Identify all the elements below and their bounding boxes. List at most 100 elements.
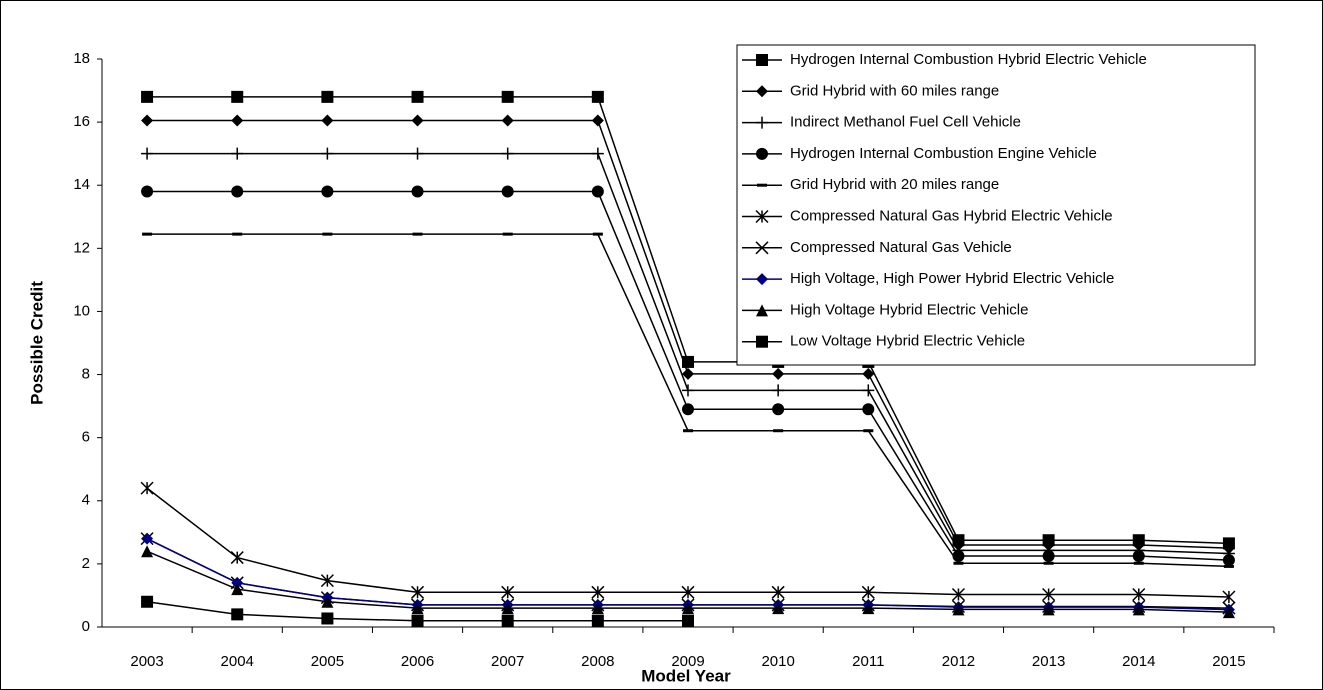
marker: [1222, 606, 1235, 619]
marker: [321, 147, 334, 160]
x-tick-label: 2007: [491, 653, 524, 670]
marker: [321, 90, 334, 103]
y-tick-label: 8: [82, 366, 90, 383]
marker: [501, 114, 514, 127]
marker: [141, 595, 154, 608]
marker: [681, 585, 695, 599]
marker: [411, 114, 424, 127]
marker: [1132, 587, 1146, 602]
x-tick-label: 2008: [581, 653, 614, 670]
marker: [141, 90, 154, 103]
marker: [231, 576, 244, 589]
y-tick-label: 14: [73, 176, 90, 193]
marker: [862, 602, 875, 615]
legend-label: Low Voltage Hybrid Electric Vehicle: [790, 333, 1025, 350]
marker: [501, 147, 514, 160]
marker: [501, 585, 515, 599]
marker: [140, 481, 154, 495]
marker: [231, 114, 244, 127]
x-tick-label: 2012: [942, 653, 975, 670]
marker: [321, 595, 334, 608]
marker: [756, 116, 768, 129]
marker: [772, 403, 785, 416]
marker: [756, 54, 768, 66]
legend-label: Grid Hybrid with 60 miles range: [790, 82, 999, 99]
legend-label: Indirect Methanol Fuel Cell Vehicle: [790, 114, 1021, 131]
marker: [411, 585, 425, 599]
marker: [755, 241, 769, 255]
legend-label: Hydrogen Internal Combustion Engine Vehi…: [790, 145, 1097, 162]
marker: [951, 587, 965, 602]
marker: [771, 585, 785, 599]
marker: [682, 384, 694, 397]
marker: [411, 614, 424, 627]
x-tick-label: 2006: [401, 653, 434, 670]
marker: [231, 90, 244, 103]
x-tick-label: 2003: [130, 653, 163, 670]
x-tick-label: 2009: [671, 653, 704, 670]
marker: [1132, 603, 1145, 616]
marker: [861, 585, 875, 599]
x-tick-label: 2014: [1122, 653, 1155, 670]
marker: [1222, 554, 1235, 567]
marker: [682, 602, 694, 615]
marker: [320, 574, 334, 588]
marker: [591, 614, 604, 627]
x-tick-label: 2011: [852, 653, 884, 670]
marker: [1042, 550, 1055, 562]
legend-label: Hydrogen Internal Combustion Hybrid Elec…: [790, 51, 1147, 68]
marker: [591, 90, 604, 103]
y-tick-label: 0: [82, 618, 90, 635]
marker: [756, 147, 768, 160]
marker: [230, 551, 244, 565]
marker: [141, 532, 154, 545]
marker: [862, 367, 875, 380]
marker: [141, 114, 154, 127]
marker: [862, 384, 875, 397]
marker: [321, 185, 334, 198]
marker: [1042, 587, 1056, 602]
legend-label: High Voltage, High Power Hybrid Electric…: [790, 270, 1114, 287]
marker: [501, 90, 514, 103]
legend-label: Compressed Natural Gas Vehicle: [790, 239, 1012, 256]
marker: [591, 114, 604, 127]
marker: [501, 185, 514, 198]
marker: [591, 585, 605, 599]
marker: [755, 209, 769, 224]
marker: [1042, 603, 1055, 616]
y-axis-title: Possible Credit: [27, 281, 46, 405]
marker: [756, 273, 768, 286]
marker: [756, 304, 768, 317]
marker: [141, 545, 154, 558]
marker: [756, 85, 768, 98]
marker: [321, 114, 334, 127]
marker: [231, 583, 244, 596]
marker: [141, 147, 154, 160]
marker: [141, 185, 154, 198]
marker: [682, 403, 694, 416]
y-tick-label: 2: [82, 555, 90, 572]
legend-label: Grid Hybrid with 20 miles range: [790, 176, 999, 193]
legend-label: High Voltage Hybrid Electric Vehicle: [790, 301, 1028, 318]
marker: [321, 612, 334, 625]
y-tick-label: 6: [82, 429, 90, 446]
marker: [591, 185, 604, 198]
marker: [231, 147, 244, 160]
marker: [411, 185, 424, 198]
marker: [1222, 590, 1236, 604]
marker: [1132, 550, 1145, 562]
marker: [862, 403, 875, 416]
y-tick-label: 10: [73, 302, 90, 319]
y-tick-label: 16: [73, 113, 90, 130]
marker: [231, 608, 244, 621]
marker: [772, 384, 785, 397]
marker: [411, 147, 424, 160]
marker: [591, 602, 604, 615]
marker: [411, 602, 424, 615]
legend-label: Compressed Natural Gas Hybrid Electric V…: [790, 207, 1113, 224]
marker: [501, 602, 514, 615]
marker: [772, 602, 785, 615]
x-axis-title: Model Year: [641, 666, 731, 685]
legend-box: [736, 44, 1256, 366]
